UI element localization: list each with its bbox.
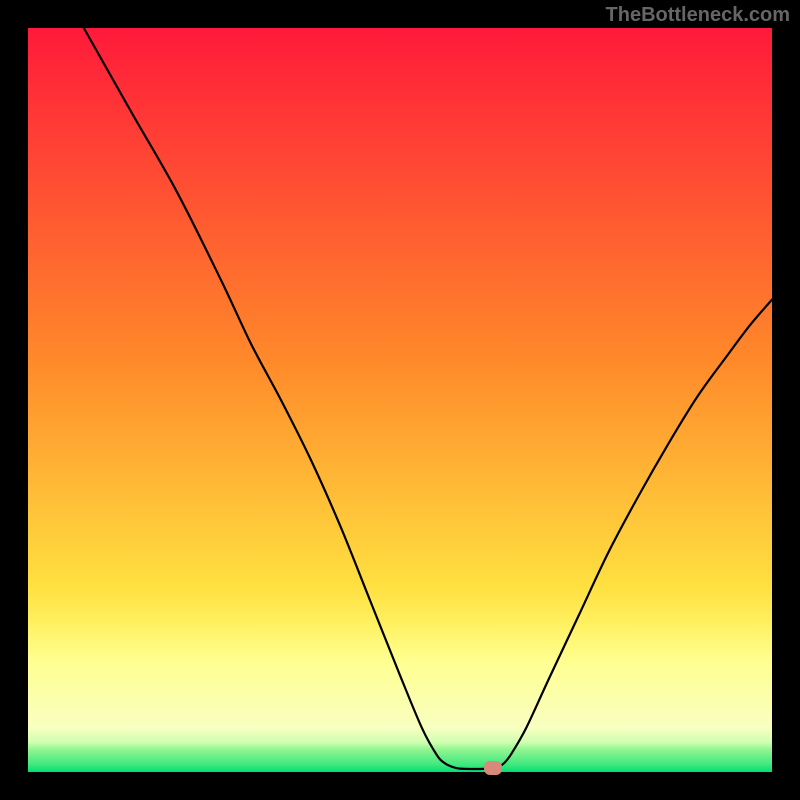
bottleneck-curve [84, 28, 772, 769]
watermark-text: TheBottleneck.com [606, 4, 790, 27]
bottleneck-marker [484, 761, 502, 775]
curve-svg [0, 0, 800, 800]
chart-container: TheBottleneck.com [0, 0, 800, 800]
